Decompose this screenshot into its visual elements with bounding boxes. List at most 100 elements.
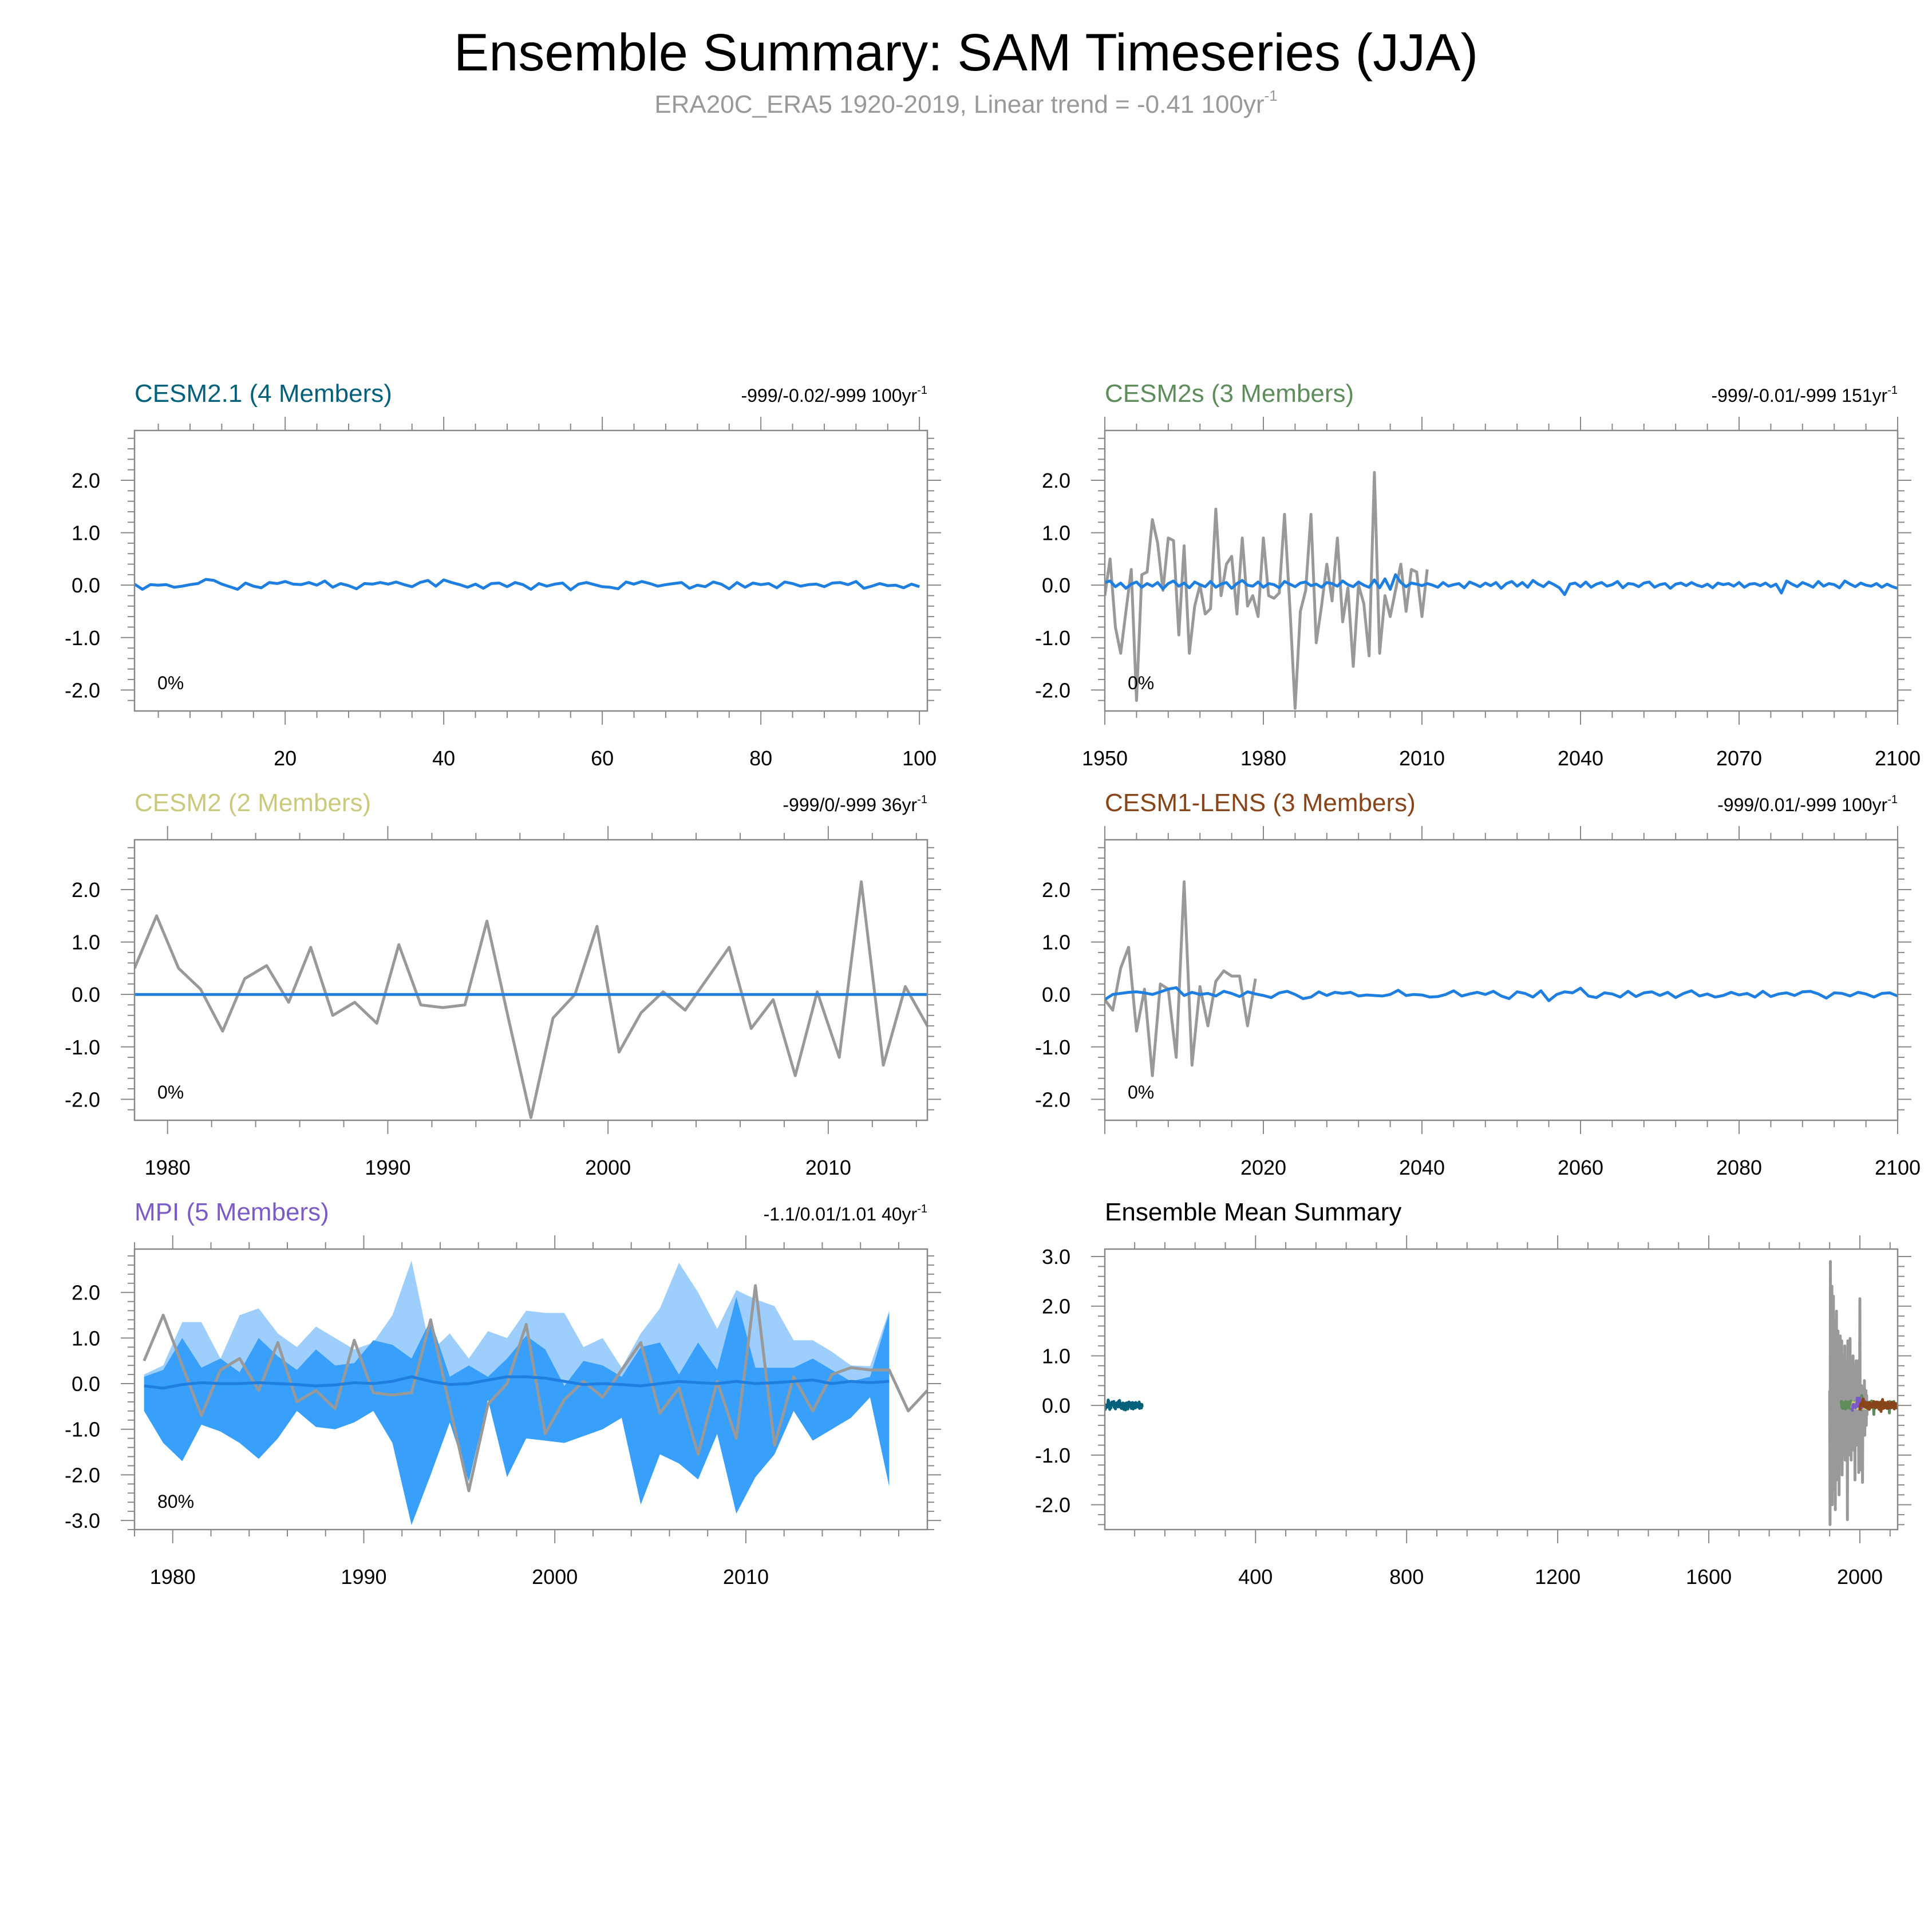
x-tick-label: 2100 (1875, 746, 1921, 770)
y-tick-label: -3.0 (65, 1509, 100, 1532)
y-tick-label: 1.0 (1042, 1344, 1070, 1368)
x-tick-label: 1990 (365, 1156, 410, 1179)
series-observed (1828, 1260, 1869, 1526)
plot-area (135, 880, 927, 1119)
page-subtitle: ERA20C_ERA5 1920-2019, Linear trend = -0… (0, 87, 1932, 119)
panel-title: MPI (5 Members) (135, 1198, 329, 1226)
percent-label: 0% (157, 673, 184, 693)
y-tick-label: 2.0 (72, 878, 100, 902)
panel-cesm2s: CESM2s (3 Members) -999/-0.01/-999 151yr-… (1035, 380, 1921, 770)
x-tick-label: 1980 (1240, 746, 1286, 770)
plot-area (1105, 880, 1898, 1077)
x-tick-label: 1950 (1082, 746, 1128, 770)
y-tick-label: 0.0 (1042, 983, 1070, 1006)
plot-area (143, 1260, 927, 1525)
y-tick-label: 3.0 (1042, 1245, 1070, 1269)
x-tick-label: 60 (591, 746, 614, 770)
panel-trend-label: -999/-0.02/-999 100yr-1 (741, 384, 927, 406)
trend-text: -999/-0.02/-999 100yr (741, 385, 917, 406)
y-tick-label: 0.0 (72, 1372, 100, 1396)
x-tick-label: 400 (1238, 1565, 1273, 1589)
trend-superscript: -1 (917, 1203, 927, 1215)
x-tick-label: 2100 (1875, 1156, 1921, 1179)
y-tick-label: 2.0 (1042, 1295, 1070, 1318)
trend-superscript: -1 (917, 793, 927, 806)
series-cesm2-1 (1105, 1398, 1144, 1412)
plot-frame (133, 1248, 929, 1531)
y-tick-label: -2.0 (65, 1088, 100, 1111)
subtitle-superscript: -1 (1264, 87, 1278, 104)
trend-superscript: -1 (917, 384, 927, 397)
y-tick-label: 0.0 (1042, 1394, 1070, 1417)
series-cesm1-lens (1858, 1397, 1898, 1413)
x-tick-label: 20 (274, 746, 297, 770)
panel-trend-label: -1.1/0.01/1.01 40yr-1 (764, 1203, 927, 1224)
y-tick-label: -2.0 (65, 678, 100, 702)
y-tick-label: -2.0 (65, 1463, 100, 1487)
y-tick-label: -1.0 (65, 1418, 100, 1441)
panel-trend-label: -999/-0.01/-999 151yr-1 (1711, 384, 1898, 406)
subtitle-text: ERA20C_ERA5 1920-2019, Linear trend = -0… (654, 90, 1265, 118)
panel-cesm1lens: CESM1-LENS (3 Members) -999/0.01/-999 100… (1035, 789, 1921, 1179)
panel-cesm21: CESM2.1 (4 Members) -999/-0.02/-999 100yr… (65, 380, 941, 770)
trend-text: -999/-0.01/-999 151yr (1711, 385, 1887, 406)
panel-title: CESM1-LENS (3 Members) (1105, 789, 1416, 817)
y-tick-label: 1.0 (1042, 931, 1070, 954)
y-tick-label: -1.0 (65, 626, 100, 650)
y-tick-label: 2.0 (72, 469, 100, 492)
panel-title: CESM2.1 (4 Members) (135, 380, 392, 408)
x-tick-label: 2010 (1399, 746, 1445, 770)
y-tick-label: 1.0 (72, 1326, 100, 1350)
x-tick-label: 2040 (1558, 746, 1603, 770)
x-tick-label: 2000 (585, 1156, 631, 1179)
x-tick-label: 1980 (150, 1565, 196, 1589)
y-tick-label: 2.0 (72, 1281, 100, 1305)
series-observed (1105, 471, 1429, 710)
percent-label: 0% (157, 1082, 184, 1103)
series-observed (135, 880, 927, 1119)
y-tick-label: -2.0 (1035, 678, 1070, 702)
plot-area (1105, 1260, 1898, 1526)
plot-area (1105, 471, 1898, 710)
y-tick-label: -2.0 (1035, 1088, 1070, 1111)
x-tick-label: 1200 (1535, 1565, 1581, 1589)
spread-inner-band (144, 1297, 890, 1525)
x-tick-label: 2010 (723, 1565, 769, 1589)
panel-mpi: MPI (5 Members) -1.1/0.01/1.01 40yr-1 -3.0… (65, 1198, 941, 1589)
x-tick-label: 1980 (145, 1156, 191, 1179)
y-tick-label: -1.0 (1035, 1444, 1070, 1467)
x-tick-label: 100 (902, 746, 937, 770)
x-tick-label: 2010 (805, 1156, 851, 1179)
plot-frame (1104, 839, 1899, 1121)
x-tick-label: 2060 (1558, 1156, 1603, 1179)
trend-superscript: -1 (1887, 384, 1898, 397)
plot-frame (1104, 429, 1899, 712)
x-tick-label: 2020 (1240, 1156, 1286, 1179)
percent-label: 0% (1128, 1082, 1154, 1103)
y-tick-label: 0.0 (1042, 574, 1070, 597)
y-tick-label: 1.0 (1042, 521, 1070, 545)
panel-trend-label: -999/0/-999 36yr-1 (783, 793, 927, 815)
y-tick-label: -1.0 (1035, 1036, 1070, 1059)
panel-cesm2: CESM2 (2 Members) -999/0/-999 36yr-1 -2.0 -… (65, 789, 941, 1179)
x-tick-label: 80 (749, 746, 772, 770)
y-tick-label: 2.0 (1042, 469, 1070, 492)
y-tick-label: 0.0 (72, 574, 100, 597)
x-tick-label: 2070 (1716, 746, 1762, 770)
page-title: Ensemble Summary: SAM Timeseries (JJA) (453, 23, 1479, 82)
y-tick-label: 1.0 (72, 931, 100, 954)
y-tick-label: -2.0 (1035, 1494, 1070, 1517)
panel-trend-label: -999/0.01/-999 100yr-1 (1717, 793, 1898, 815)
x-tick-label: 40 (432, 746, 455, 770)
trend-text: -999/0.01/-999 100yr (1717, 795, 1887, 815)
trend-superscript: -1 (1887, 793, 1898, 806)
plot-frame (1104, 1248, 1899, 1531)
x-tick-label: 2000 (532, 1565, 578, 1589)
x-tick-label: 1600 (1686, 1565, 1732, 1589)
x-tick-label: 800 (1389, 1565, 1424, 1589)
plot-frame (133, 839, 929, 1121)
series-ensemble-mean (135, 578, 920, 591)
trend-text: -1.1/0.01/1.01 40yr (764, 1204, 918, 1224)
percent-label: 80% (157, 1491, 194, 1512)
